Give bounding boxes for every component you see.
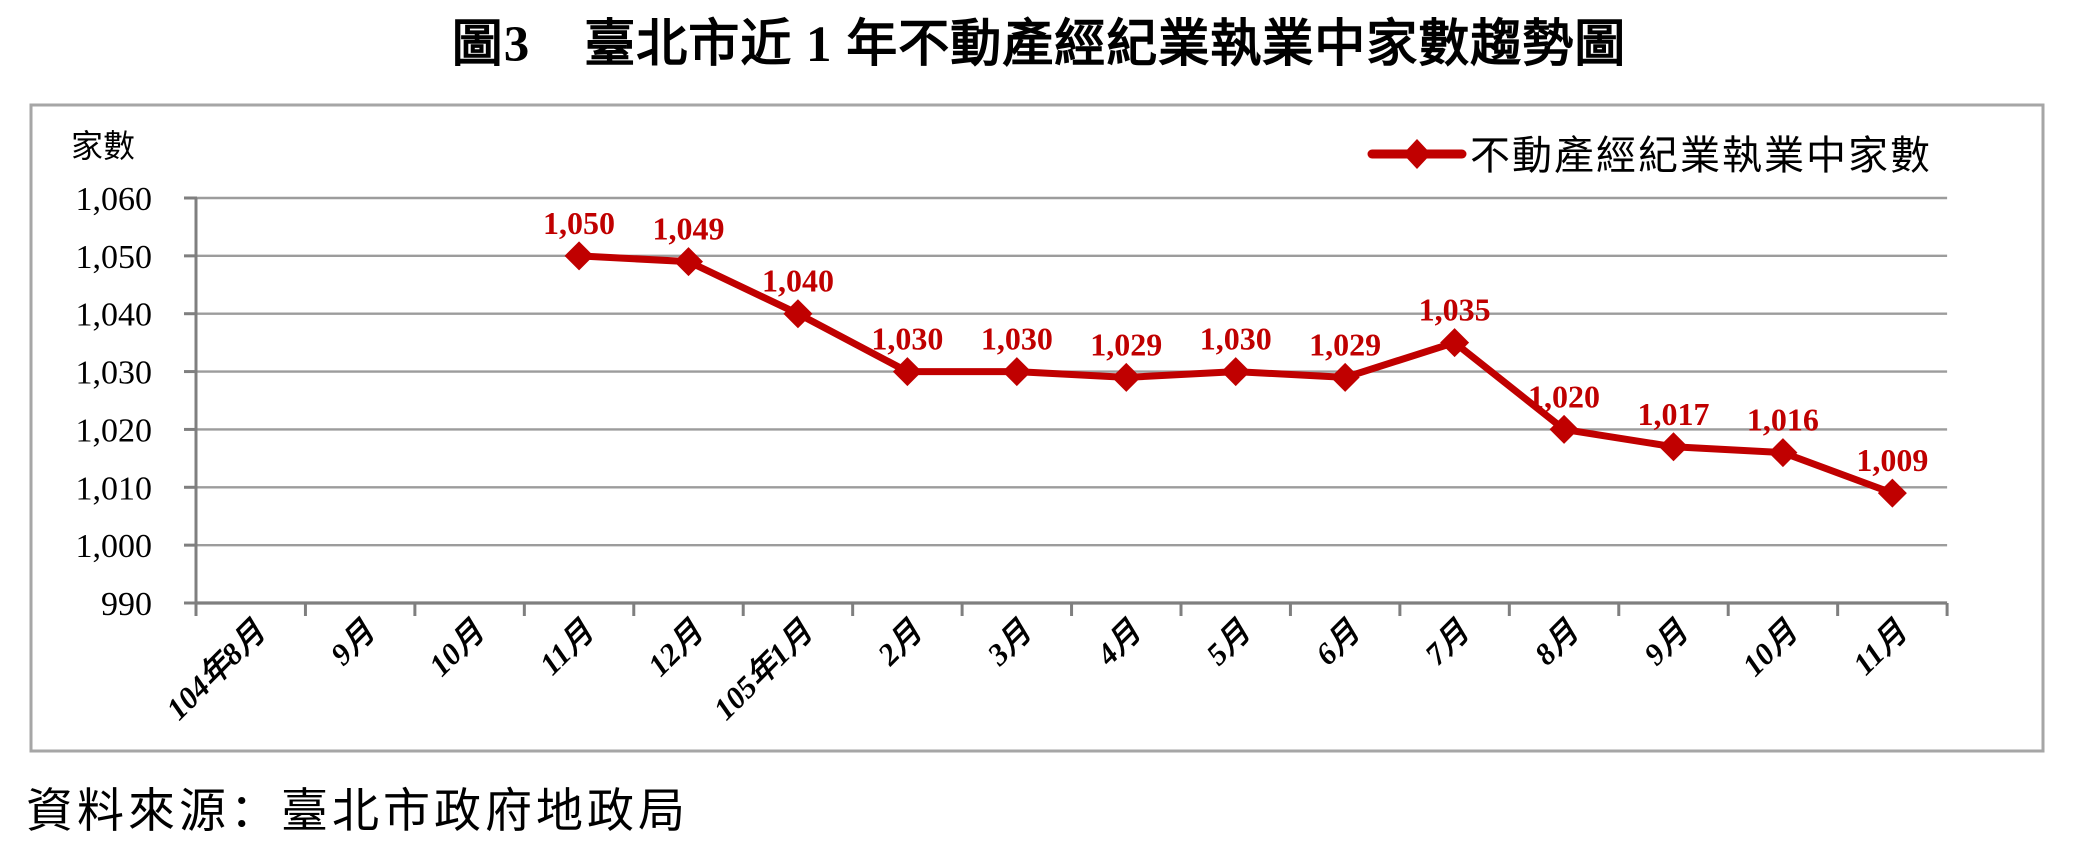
y-tick-label: 1,040 xyxy=(76,297,153,334)
y-tick-label: 990 xyxy=(101,586,152,623)
data-point-marker xyxy=(1768,438,1798,468)
legend-diamond-icon xyxy=(1403,139,1431,169)
y-tick-label: 1,020 xyxy=(76,412,153,449)
page-title-number: 圖3 xyxy=(451,17,531,73)
data-labels-layer: 1,050 1,049 1,040 1,030 1,030 1,029 1,030 1,029… xyxy=(543,205,1928,478)
x-tick-label: 104年8月 xyxy=(159,613,273,727)
data-point-label: 1,035 xyxy=(1419,292,1491,328)
data-point-label: 1,050 xyxy=(543,205,615,241)
y-tick-labels-layer: 990 1,000 1,010 1,020 1,030 1,040 1,050 1,060 xyxy=(76,181,153,623)
x-tick-label: 10月 xyxy=(422,613,492,683)
chart-frame xyxy=(29,103,2045,753)
x-tick-label: 6月 xyxy=(1308,613,1367,672)
x-tick-label: 12月 xyxy=(641,613,711,683)
data-point-label: 1,030 xyxy=(981,321,1053,357)
data-point-marker xyxy=(1002,357,1032,387)
data-point-marker xyxy=(673,247,703,277)
x-tick-label: 4月 xyxy=(1089,613,1149,673)
y-tick-label: 1,050 xyxy=(76,239,153,276)
series-layer xyxy=(564,241,1907,508)
data-point-label: 1,029 xyxy=(1090,326,1162,362)
x-tick-label: 7月 xyxy=(1418,613,1477,672)
page-title-text: 臺北市近 1 年不動產經紀業執業中家數趨勢圖 xyxy=(584,17,1627,73)
data-point-label: 1,040 xyxy=(762,263,834,299)
x-tick-label: 9月 xyxy=(1637,613,1696,672)
x-tick-label: 9月 xyxy=(323,613,382,672)
y-tick-label: 1,010 xyxy=(76,470,153,507)
data-point-label: 1,030 xyxy=(1200,321,1272,357)
y-tick-label: 1,060 xyxy=(76,181,153,218)
data-point-marker xyxy=(892,357,922,387)
page-title: 圖3 臺北市近 1 年不動產經紀業執業中家數趨勢圖 xyxy=(0,2,2078,73)
data-point-marker xyxy=(1330,362,1360,392)
data-point-marker xyxy=(1440,328,1470,358)
data-point-marker xyxy=(1658,432,1688,462)
data-point-marker xyxy=(783,299,813,329)
data-point-marker xyxy=(1549,414,1579,444)
data-point-marker xyxy=(1221,357,1251,387)
x-tick-label: 11月 xyxy=(533,613,602,682)
gridlines-layer xyxy=(196,196,1948,547)
x-tick-label: 5月 xyxy=(1199,613,1258,672)
data-point-label: 1,020 xyxy=(1528,378,1600,414)
data-point-marker xyxy=(1877,478,1907,508)
data-point-marker xyxy=(564,241,594,271)
y-tick-label: 1,000 xyxy=(76,528,153,565)
y-axis-title: 家數 xyxy=(71,128,135,164)
x-tick-label: 8月 xyxy=(1527,613,1586,672)
data-point-label: 1,030 xyxy=(871,321,943,357)
y-tick-label: 1,030 xyxy=(76,355,153,392)
data-point-label: 1,029 xyxy=(1309,326,1381,362)
trend-chart: 990 1,000 1,010 1,020 1,030 1,040 1,050 1,060 1… xyxy=(29,103,2045,753)
data-point-label: 1,017 xyxy=(1637,396,1709,432)
x-tick-label: 3月 xyxy=(979,613,1039,673)
data-point-label: 1,009 xyxy=(1856,442,1928,478)
x-tick-label: 11月 xyxy=(1846,613,1915,682)
x-tick-label: 10月 xyxy=(1735,613,1805,683)
x-tick-label: 105年1月 xyxy=(706,613,820,727)
legend-label: 不動產經紀業執業中家數 xyxy=(1470,133,1932,178)
data-point-label: 1,049 xyxy=(652,211,724,247)
x-tick-label: 2月 xyxy=(870,613,930,673)
source-note: 資料來源：臺北市政府地政局 xyxy=(26,786,689,838)
ticks-layer xyxy=(184,196,1949,616)
data-point-marker xyxy=(1111,362,1141,392)
data-point-label: 1,016 xyxy=(1747,402,1819,438)
legend: 不動產經紀業執業中家數 xyxy=(1367,133,1932,178)
